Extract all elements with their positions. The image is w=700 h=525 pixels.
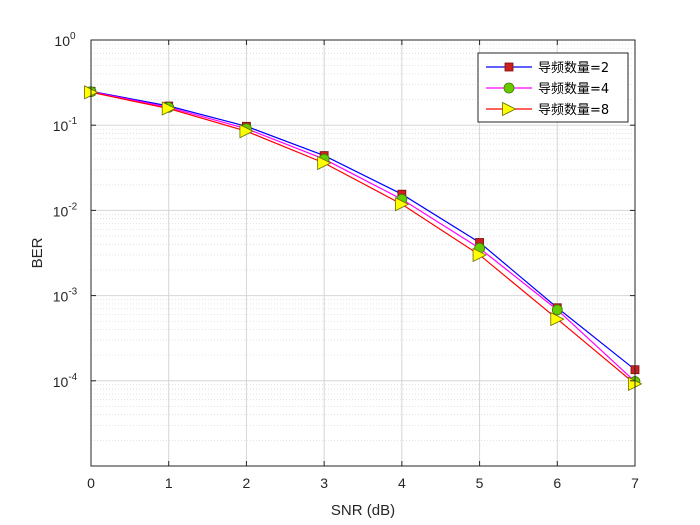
- x-tick-label: 2: [243, 475, 251, 491]
- data-point-triangle: [550, 311, 565, 327]
- legend-label: 导频数量=8: [538, 103, 609, 118]
- data-point-triangle: [394, 197, 410, 212]
- series-line: [90, 91, 636, 382]
- y-tick-label: 10-4: [53, 372, 78, 390]
- data-point-circle: [503, 82, 515, 94]
- legend-label: 导频数量=2: [538, 61, 609, 76]
- y-tick-label: 10-2: [53, 201, 78, 219]
- y-axis-ticks: 100 10-1 10-2 10-3 10-4: [53, 31, 635, 390]
- x-tick-label: 7: [631, 475, 639, 491]
- y-tick-label: 10-1: [53, 116, 78, 134]
- series-line: [90, 90, 636, 371]
- series-line: [90, 91, 636, 385]
- data-point-triangle: [317, 155, 332, 171]
- legend-label: 导频数量=4: [538, 82, 609, 97]
- x-tick-label: 0: [87, 475, 95, 491]
- x-axis-ticks: 0 1 2 3 4 5 6 7: [87, 40, 639, 491]
- plot-frame: [90, 39, 636, 467]
- x-tick-label: 5: [476, 475, 484, 491]
- legend: 导频数量=2 导频数量=4 导频数量=8: [477, 52, 629, 123]
- x-tick-label: 6: [553, 475, 561, 491]
- y-axis-label: BER: [29, 237, 46, 268]
- x-tick-label: 4: [398, 475, 406, 491]
- legend-entry: 导频数量=8: [486, 101, 609, 118]
- x-tick-label: 3: [320, 475, 328, 491]
- x-axis-label: SNR (dB): [331, 502, 395, 519]
- y-tick-label: 10-3: [53, 287, 78, 305]
- data-point-circle: [551, 304, 563, 316]
- data-point-triangle: [161, 101, 177, 116]
- legend-entry: 导频数量=2: [486, 61, 609, 76]
- data-point-triangle: [502, 101, 517, 117]
- data-point-triangle: [472, 247, 487, 263]
- legend-entry: 导频数量=4: [486, 82, 609, 97]
- data-point-triangle: [239, 124, 254, 139]
- x-tick-label: 1: [165, 475, 173, 491]
- data-point-square: [504, 62, 514, 72]
- y-tick-label: 100: [54, 31, 76, 49]
